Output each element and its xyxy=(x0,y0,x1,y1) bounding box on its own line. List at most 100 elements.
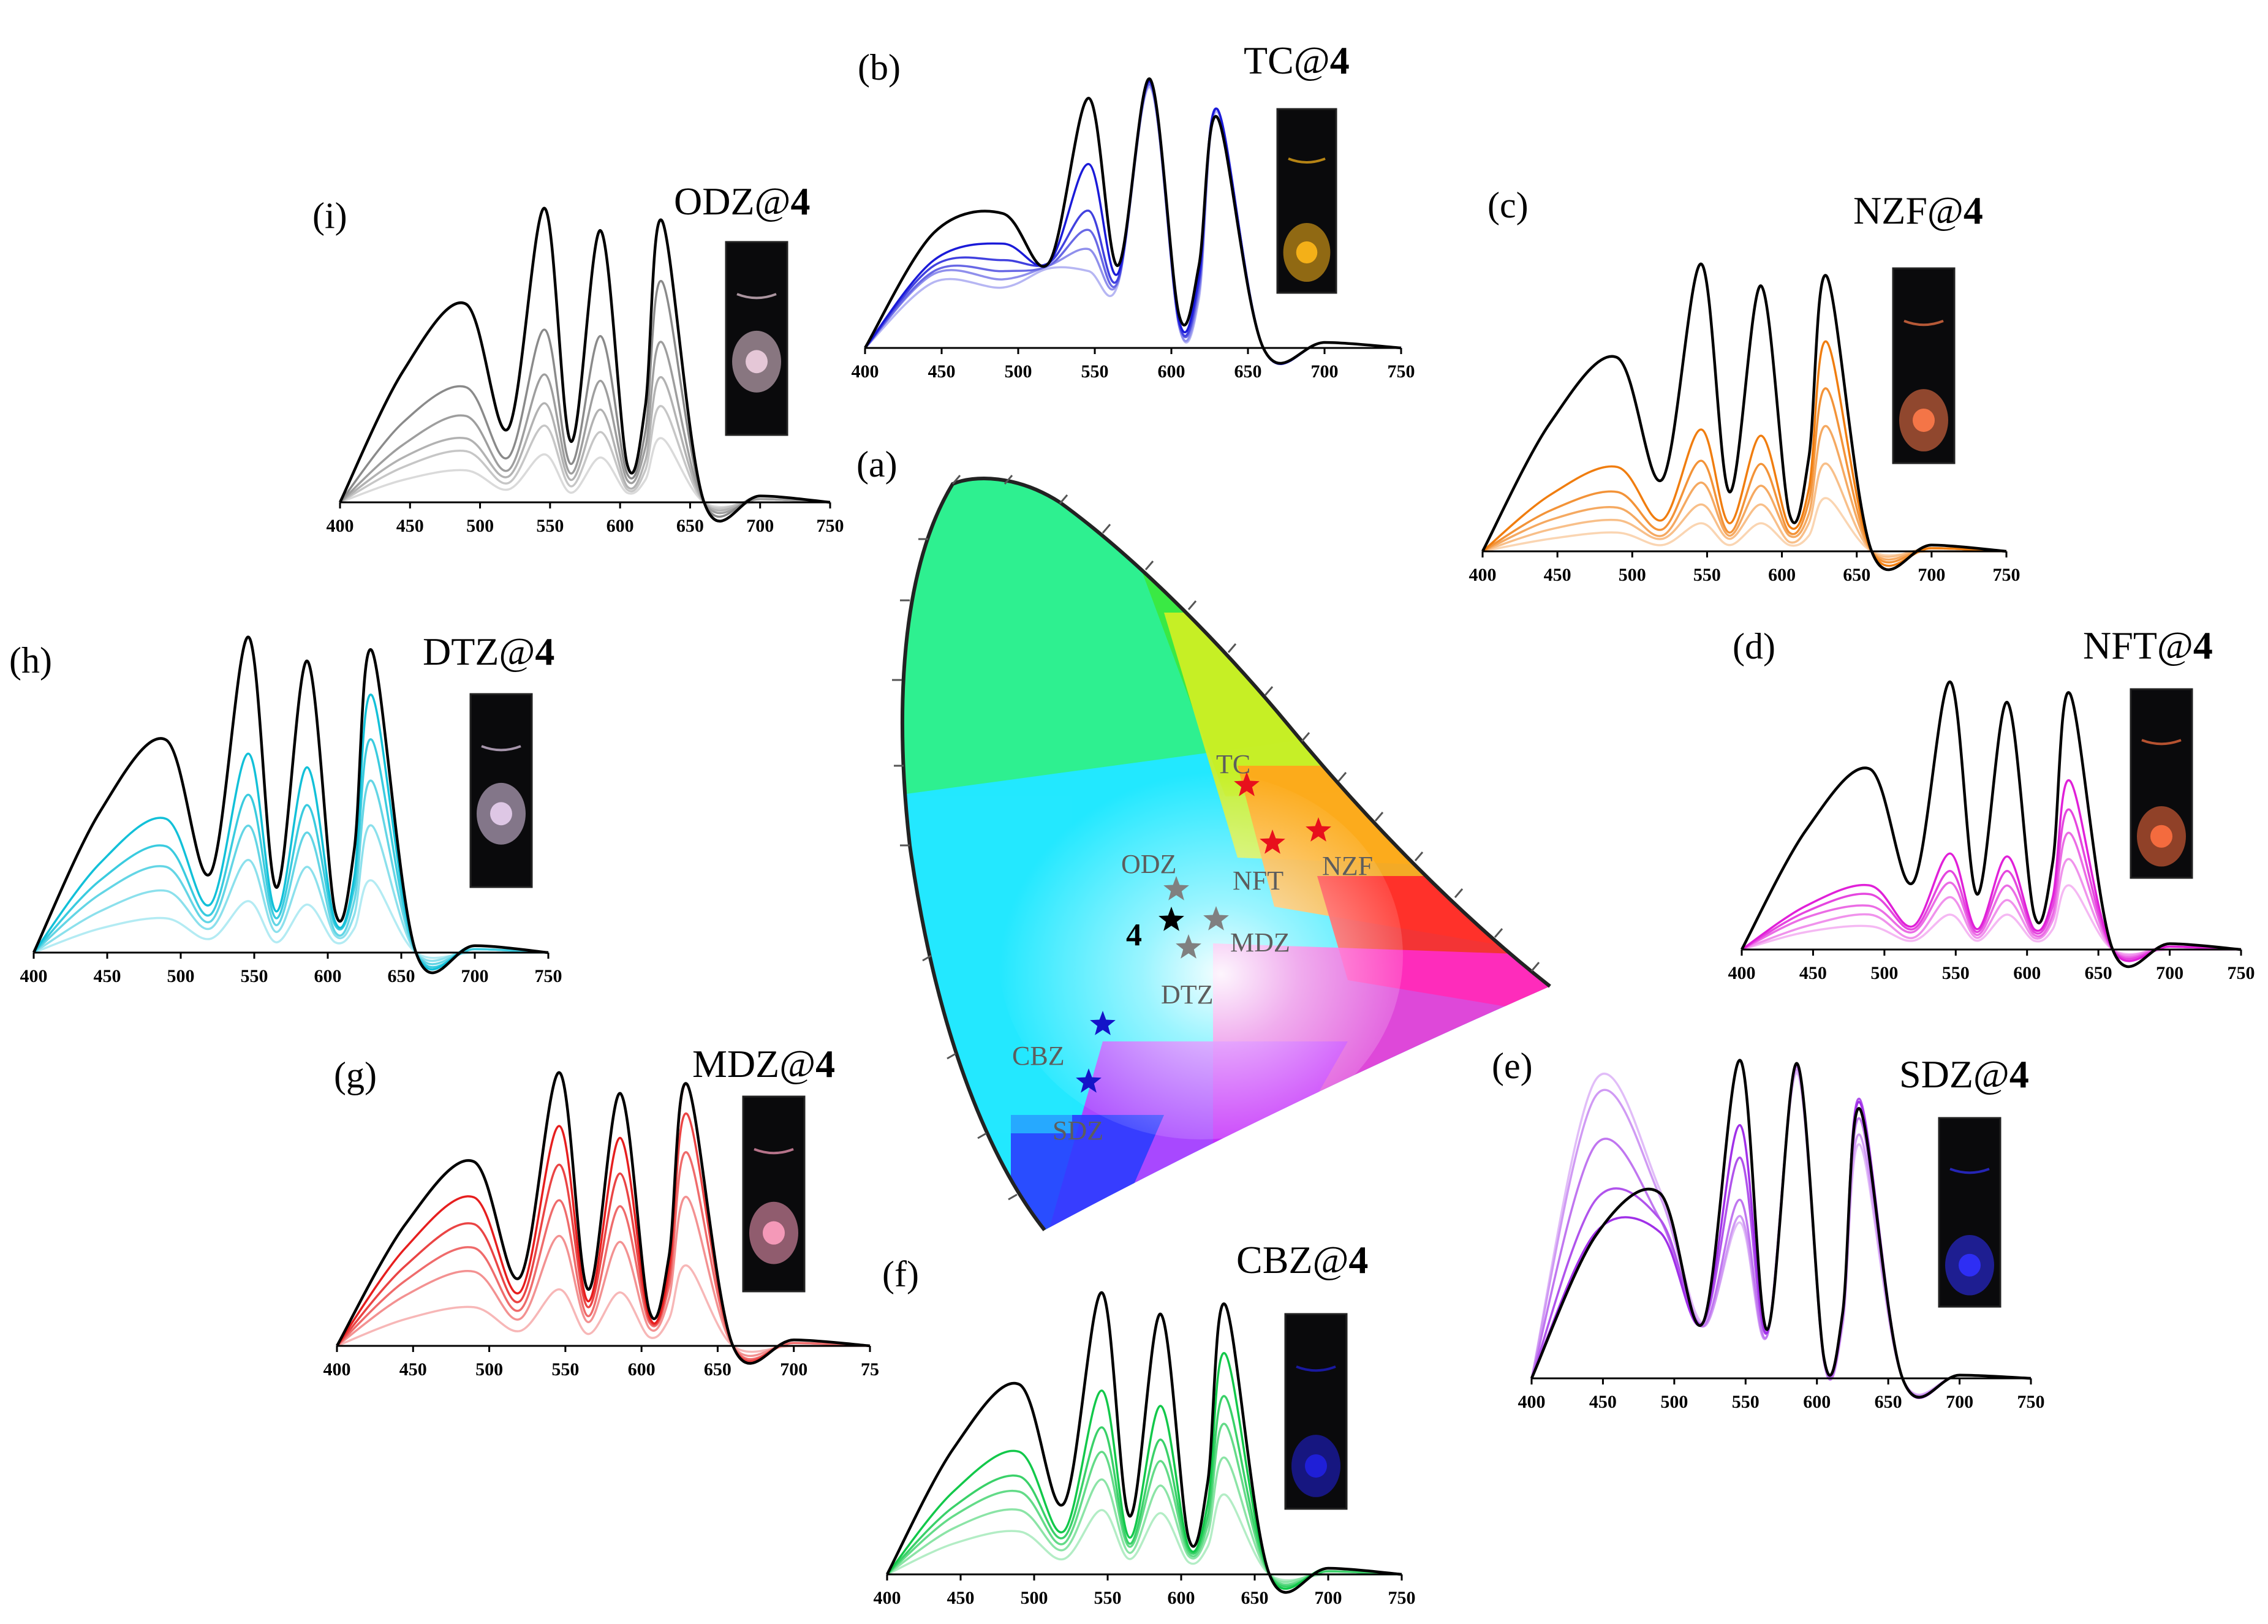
x-tick-label-i-4: 600 xyxy=(607,516,634,536)
spectrum-panel-b: 400 450 500 550 600 650 700 750 (b) TC@4 xyxy=(852,39,1415,382)
vial-photo-i xyxy=(725,241,788,436)
x-tick-label-h-4: 600 xyxy=(314,966,342,986)
cie-label-sdz: SDZ xyxy=(1053,1116,1103,1146)
x-tick-label-f-0: 400 xyxy=(874,1588,901,1608)
x-tick-label-b-4: 600 xyxy=(1158,361,1185,382)
x-tick-label-c-5: 650 xyxy=(1843,565,1870,585)
cie-markers: TC NFT NZF ODZ MDZ DTZ 4 CBZ SDZ xyxy=(1012,749,1373,1146)
spectrum-line-i-c2 xyxy=(339,341,831,515)
x-tick-label-e-6: 700 xyxy=(1946,1392,1973,1412)
star-marker-dtz xyxy=(1176,934,1201,959)
panel-title-i: ODZ@4 xyxy=(674,179,810,223)
panel-title-bold-g: 4 xyxy=(815,1042,835,1086)
x-tick-label-c-1: 450 xyxy=(1544,565,1571,585)
vial-photo-e xyxy=(1938,1117,2002,1308)
x-tick-label-f-7: 750 xyxy=(1388,1588,1416,1608)
x-tick-label-e-4: 600 xyxy=(1803,1392,1831,1412)
star-marker-nzf xyxy=(1306,817,1331,842)
spectrum-panel-g: 400 450 500 550 600 650 700 75 (g) MDZ@4 xyxy=(323,1042,880,1380)
vial-photo-c xyxy=(1892,267,1956,464)
spectrum-line-d-4 xyxy=(1741,680,2242,969)
x-tick-label-i-1: 450 xyxy=(396,516,424,536)
panel-title-text-c: NZF@ xyxy=(1853,189,1964,232)
x-tick-label-f-5: 650 xyxy=(1241,1588,1269,1608)
x-tick-label-h-1: 450 xyxy=(94,966,121,986)
panel-label-h: (h) xyxy=(9,640,52,681)
panel-title-bold-f: 4 xyxy=(1348,1238,1368,1282)
panel-title-d: NFT@4 xyxy=(2083,624,2213,667)
x-tick-label-i-3: 550 xyxy=(536,516,564,536)
x-tick-label-g-1: 450 xyxy=(399,1359,427,1380)
panel-title-bold-e: 4 xyxy=(2009,1052,2029,1096)
star-marker-odz xyxy=(1163,876,1189,901)
panel-label-g: (g) xyxy=(334,1055,377,1095)
x-tick-label-i-2: 500 xyxy=(466,516,494,536)
x-tick-label-i-5: 650 xyxy=(676,516,704,536)
x-tick-label-h-2: 500 xyxy=(167,966,195,986)
x-tick-label-g-5: 650 xyxy=(704,1359,731,1380)
x-tick-label-h-5: 650 xyxy=(388,966,415,986)
panel-label-d: (d) xyxy=(1733,626,1775,667)
x-tick-label-f-1: 450 xyxy=(947,1588,975,1608)
x-tick-label-e-1: 450 xyxy=(1589,1392,1617,1412)
spectrum-panel-i: 400 450 500 550 600 650 700 750 (i) ODZ@4 xyxy=(312,179,844,536)
vial-photo-f xyxy=(1284,1313,1348,1510)
star-marker-4 xyxy=(1159,907,1184,931)
cie-label-dtz: DTZ xyxy=(1161,980,1214,1010)
x-tick-label-d-6: 700 xyxy=(2156,963,2183,983)
panel-title-text-e: SDZ@ xyxy=(1899,1052,2009,1096)
x-tick-label-e-0: 400 xyxy=(1518,1392,1546,1412)
cie-label-nft: NFT xyxy=(1233,866,1283,896)
spectrum-line-c-c5 xyxy=(1482,497,2006,557)
x-tick-label-h-7: 750 xyxy=(535,966,562,986)
cie-label-cbz: CBZ xyxy=(1012,1041,1065,1071)
x-tick-label-c-2: 500 xyxy=(1619,565,1646,585)
vial-photo-b xyxy=(1276,108,1337,294)
panel-label-f: (f) xyxy=(882,1254,919,1294)
panel-title-c: NZF@4 xyxy=(1853,189,1983,232)
x-tick-label-b-3: 550 xyxy=(1081,361,1109,382)
x-tick-label-h-0: 400 xyxy=(20,966,48,986)
x-tick-label-c-0: 400 xyxy=(1469,565,1497,585)
x-tick-label-d-5: 650 xyxy=(2085,963,2112,983)
panel-label-i: (i) xyxy=(312,195,347,236)
cie-label-tc: TC xyxy=(1216,749,1250,779)
x-tick-label-e-7: 750 xyxy=(2017,1392,2045,1412)
spectrum-panel-d: 400 450 500 550 600 650 700 750 (d) NFT@4 xyxy=(1728,624,2255,983)
x-tick-label-d-7: 750 xyxy=(2228,963,2255,983)
star-marker-tc xyxy=(1234,772,1260,796)
panel-title-b: TC@4 xyxy=(1244,39,1350,82)
spectrum-panel-h: 400 450 500 550 600 650 700 750 (h) DTZ@4 xyxy=(9,630,562,986)
x-tick-label-g-4: 600 xyxy=(628,1359,656,1380)
star-marker-cbz xyxy=(1090,1011,1116,1035)
x-tick-label-f-4: 600 xyxy=(1168,1588,1195,1608)
star-marker-sdz xyxy=(1076,1068,1102,1093)
x-tick-label-h-3: 550 xyxy=(241,966,268,986)
spectrum-line-g-4 xyxy=(336,1071,871,1365)
spectrum-line-c-4 xyxy=(1481,262,2007,572)
x-tick-label-c-6: 700 xyxy=(1918,565,1945,585)
x-tick-label-b-6: 700 xyxy=(1311,361,1339,382)
x-tick-label-i-7: 750 xyxy=(817,516,844,536)
x-tick-label-b-2: 500 xyxy=(1005,361,1032,382)
x-tick-label-b-7: 750 xyxy=(1388,361,1415,382)
panel-title-text-h: DTZ@ xyxy=(423,630,535,673)
x-tick-label-i-6: 700 xyxy=(746,516,774,536)
x-tick-label-g-2: 500 xyxy=(475,1359,503,1380)
x-tick-label-g-6: 700 xyxy=(780,1359,807,1380)
x-tick-label-d-0: 400 xyxy=(1728,963,1756,983)
x-tick-label-f-3: 550 xyxy=(1094,1588,1122,1608)
x-tick-label-e-5: 650 xyxy=(1875,1392,1902,1412)
spectrum-line-i-c1 xyxy=(339,279,831,518)
cie-panel-label: (a) xyxy=(856,444,898,485)
panel-title-text-b: TC@ xyxy=(1244,39,1330,82)
cie-label-mdz: MDZ xyxy=(1230,927,1290,957)
x-tick-label-h-6: 700 xyxy=(461,966,489,986)
panel-title-bold-i: 4 xyxy=(790,179,810,223)
panel-label-e: (e) xyxy=(1492,1046,1533,1086)
x-tick-label-d-2: 500 xyxy=(1870,963,1898,983)
panel-title-bold-h: 4 xyxy=(535,630,554,673)
panel-label-c: (c) xyxy=(1487,185,1529,225)
spectrum-line-h-4 xyxy=(32,635,549,975)
